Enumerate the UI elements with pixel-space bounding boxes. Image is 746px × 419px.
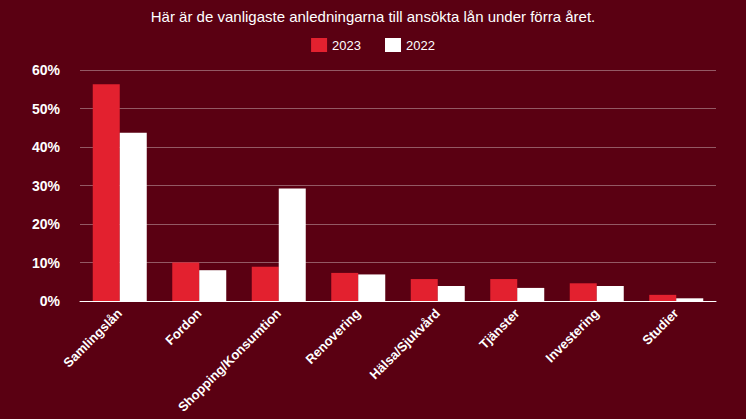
svg-text:50%: 50%	[32, 101, 61, 117]
svg-text:10%: 10%	[32, 255, 61, 271]
svg-text:Renovering: Renovering	[302, 306, 363, 367]
svg-text:Hälsa/Sjukvård: Hälsa/Sjukvård	[367, 306, 443, 382]
svg-text:Fordon: Fordon	[162, 306, 204, 348]
svg-text:0%: 0%	[40, 293, 61, 309]
svg-text:40%: 40%	[32, 139, 61, 155]
svg-text:20%: 20%	[32, 216, 61, 232]
svg-text:Här är de vanligaste anledning: Här är de vanligaste anledningarna till …	[151, 8, 595, 25]
svg-text:2022: 2022	[406, 38, 435, 53]
svg-text:Samlingslån: Samlingslån	[60, 306, 125, 371]
svg-text:60%: 60%	[32, 62, 61, 78]
svg-text:2023: 2023	[332, 38, 361, 53]
svg-text:Investering: Investering	[542, 306, 602, 366]
svg-text:30%: 30%	[32, 178, 61, 194]
svg-text:Tjänster: Tjänster	[476, 306, 522, 352]
svg-text:Studier: Studier	[639, 306, 681, 348]
svg-text:Shopping/Konsumtion: Shopping/Konsumtion	[175, 306, 284, 415]
